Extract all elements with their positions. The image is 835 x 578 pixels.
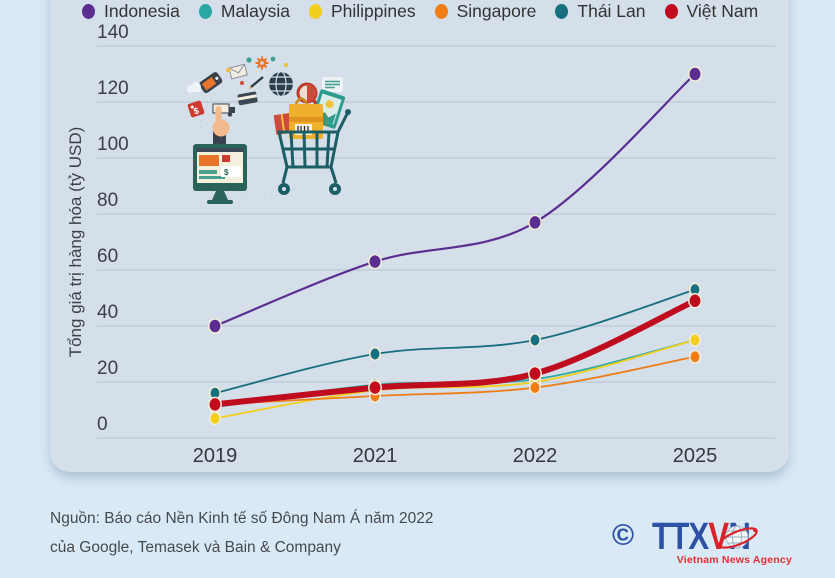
- legend-dot-icon: [308, 4, 322, 19]
- logo-subtitle: Vietnam News Agency: [676, 554, 792, 566]
- copyright-icon: ©: [612, 519, 635, 552]
- legend-dot-icon: [198, 4, 212, 19]
- y-tick-label: 140: [97, 22, 129, 43]
- data-point-Indonesia-2021: [368, 253, 382, 270]
- x-tick-label: 2022: [512, 445, 558, 467]
- legend-item-Philippines: Philippines: [308, 1, 416, 22]
- data-point-Singapore-2025: [689, 349, 701, 364]
- legend-label: Malaysia: [220, 1, 290, 21]
- legend-label: Thái Lan: [577, 1, 646, 21]
- data-point-Thái Lan-2022: [529, 333, 541, 347]
- source-line-2: của Google, Temasek và Bain & Company: [50, 539, 341, 556]
- chart-legend: Indonesia Malaysia Philippines Singapore Thá…: [82, 1, 758, 22]
- svg-text:$: $: [224, 168, 229, 177]
- data-point-Philippines-2019: [209, 411, 221, 426]
- data-point-Indonesia-2019: [208, 318, 222, 334]
- dot-icon: [270, 56, 276, 62]
- legend-item-Indonesia: Indonesia: [82, 1, 180, 22]
- data-point-Philippines-2025: [689, 333, 701, 347]
- y-tick-label: 60: [97, 246, 119, 267]
- legend-label: Việt Nam: [686, 1, 759, 21]
- y-tick-label: 0: [97, 414, 108, 435]
- dot-icon: [246, 57, 252, 63]
- source-line-1: Nguồn: Báo cáo Nền Kinh tế số Đông Nam Á…: [50, 510, 434, 527]
- data-point-Indonesia-2025: [688, 66, 702, 82]
- series-line-Singapore: [214, 355, 696, 406]
- legend-dot-icon: [434, 4, 448, 19]
- legend-dot-icon: [82, 4, 95, 19]
- globe-orbit-icon: [718, 525, 758, 549]
- credit-card-icon: [237, 91, 258, 106]
- x-tick-label: 2019: [192, 445, 238, 467]
- ttxvn-logo: © TTXVN Vietnam News Agency: [612, 517, 792, 569]
- legend-label: Philippines: [330, 1, 416, 21]
- series-line-Việt Nam: [212, 297, 698, 408]
- series-line-Thái Lan: [214, 288, 696, 395]
- x-tick-label: 2021: [352, 445, 398, 467]
- y-tick-label: 80: [97, 190, 119, 211]
- svg-text:$: $: [192, 106, 200, 117]
- legend-item-Thái Lan: Thái Lan: [555, 1, 646, 22]
- series-line-Indonesia: [213, 72, 697, 328]
- y-tick-label: 40: [97, 302, 119, 323]
- legend-item-Malaysia: Malaysia: [198, 1, 290, 22]
- data-point-Singapore-2022: [529, 380, 541, 395]
- shopping-cart-icon: [273, 89, 351, 195]
- phone-icon: [199, 72, 223, 94]
- mail-icon: [228, 63, 248, 80]
- y-tick-label: 20: [97, 358, 119, 379]
- globe-icon: [267, 70, 295, 98]
- legend-dot-icon: [664, 4, 678, 19]
- chat-bubble-icon: [322, 77, 343, 92]
- monitor-icon: $: [193, 106, 247, 204]
- x-tick-label: 2025: [672, 445, 718, 467]
- chart-panel: [50, 0, 789, 472]
- dot-icon: [225, 67, 231, 73]
- series-line-Philippines: [214, 339, 696, 420]
- legend-item-Việt Nam: Việt Nam: [664, 1, 759, 22]
- cloud-icon: [187, 82, 201, 93]
- data-point-Việt Nam-2019: [208, 396, 222, 413]
- legend-dot-icon: [555, 4, 569, 19]
- dot-icon: [240, 81, 244, 85]
- price-tag-icon: $: [187, 100, 205, 118]
- dot-icon: [283, 62, 289, 68]
- pen-icon: [249, 76, 264, 89]
- legend-label: Singapore: [456, 1, 537, 21]
- legend-item-Singapore: Singapore: [434, 1, 537, 22]
- y-tick-label: 120: [97, 78, 129, 99]
- gear-icon: [255, 56, 269, 70]
- data-point-Thái Lan-2021: [369, 347, 381, 361]
- data-point-Việt Nam-2022: [528, 365, 542, 382]
- data-point-Việt Nam-2025: [688, 293, 702, 309]
- data-point-Việt Nam-2021: [368, 379, 382, 396]
- y-tick-label: 100: [97, 134, 129, 155]
- data-point-Indonesia-2022: [528, 214, 542, 231]
- legend-label: Indonesia: [104, 1, 180, 21]
- ecommerce-illustration: $ $: [187, 56, 351, 204]
